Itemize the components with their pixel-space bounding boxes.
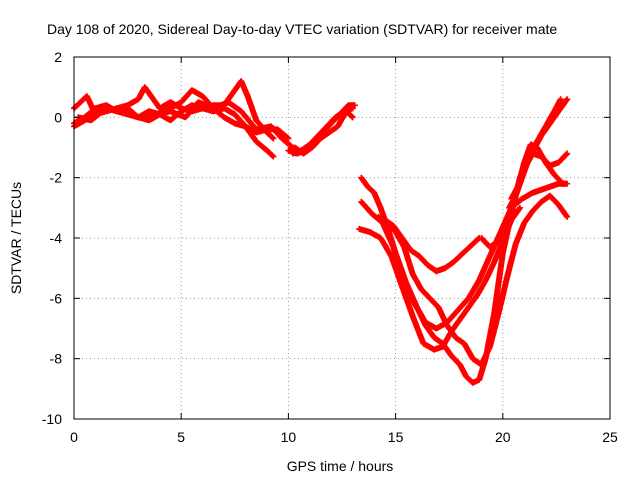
y-tick-label: -4 — [50, 230, 63, 246]
y-tick-label: -2 — [50, 170, 63, 186]
series-markers — [506, 96, 571, 211]
x-tick-label: 15 — [388, 429, 404, 445]
data-points — [71, 78, 571, 386]
axis-ticks — [73, 56, 611, 420]
series-7 — [291, 108, 356, 157]
y-tick-label: -10 — [42, 411, 62, 427]
x-tick-label: 25 — [602, 429, 618, 445]
x-tick-label: 10 — [281, 429, 297, 445]
series-markers — [375, 192, 571, 368]
x-tick-label: 5 — [177, 429, 185, 445]
y-axis-label: SDTVAR / TECUs — [8, 182, 24, 294]
series-markers — [381, 216, 483, 275]
series-15 — [506, 96, 571, 211]
chart-title: Day 108 of 2020, Sidereal Day-to-day VTE… — [47, 21, 557, 37]
x-tick-label: 0 — [70, 429, 78, 445]
y-tick-labels: 2 0 -2 -4 -6 -8 -10 — [42, 49, 62, 427]
x-tick-labels: 0 5 10 15 20 25 — [70, 429, 618, 445]
y-tick-label: 0 — [54, 109, 62, 125]
y-tick-label: -8 — [50, 351, 63, 367]
series-12 — [381, 216, 483, 275]
y-tick-label: -6 — [50, 290, 63, 306]
y-tick-label: 2 — [54, 49, 62, 65]
series-markers — [291, 108, 356, 157]
x-axis-label: GPS time / hours — [287, 458, 394, 474]
series-11 — [375, 192, 571, 368]
x-tick-label: 20 — [495, 429, 511, 445]
